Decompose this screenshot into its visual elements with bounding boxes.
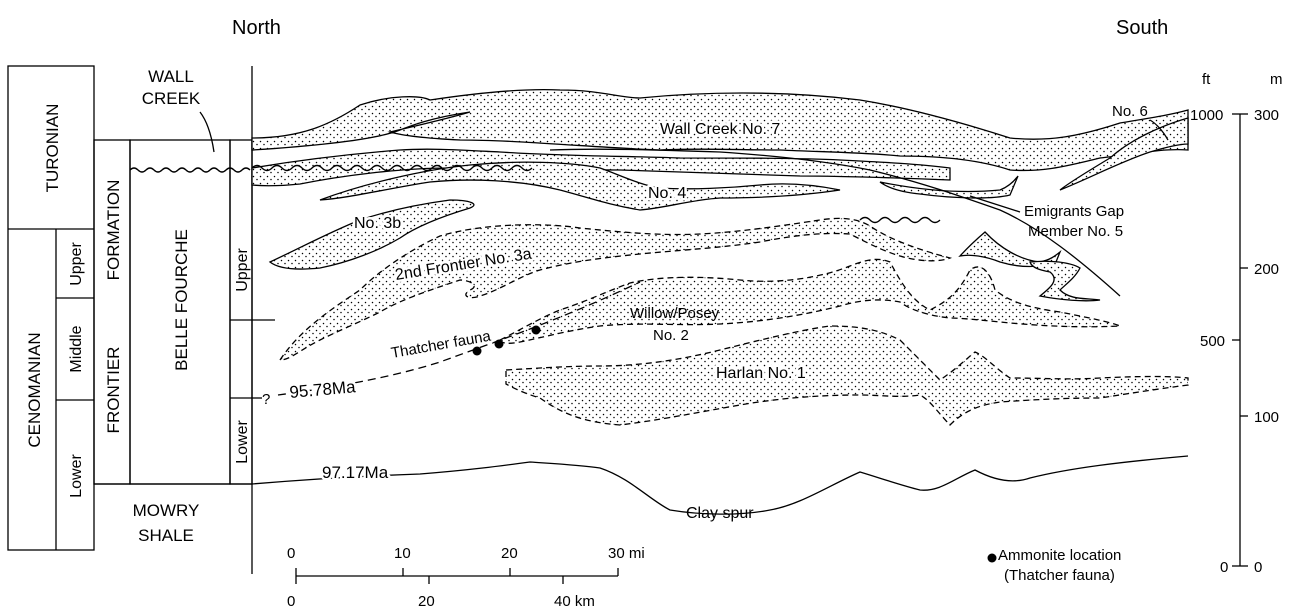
legend: Ammonite location (Thatcher fauna) [987,547,1121,584]
no4-bed [319,161,841,211]
mowry-label-1: MOWRY [133,501,200,520]
clay-spur-label: Clay spur [686,505,754,522]
north-heading: North [232,17,281,39]
willow-posey-label-2: No. 2 [653,327,689,344]
middle-stage-label: Middle [68,325,85,372]
emigrants-gap-bed [879,175,1019,199]
ammonite-point-3 [531,325,541,335]
south-wedge-lower [1029,260,1101,302]
no4-label: No. 4 [648,185,686,202]
no6-label: No. 6 [1112,103,1148,120]
formation-label: FORMATION [104,180,123,281]
harlan-bed [505,325,1189,426]
distance-scale-bar: 0 10 20 30 mi 0 20 40 km [287,545,645,610]
ft-1000: 1000 [1190,107,1223,124]
south-wedge-upper [958,231,1062,268]
wall-creek-7-bed [251,88,1189,172]
wall-creek-7-label: Wall Creek No. 7 [660,121,780,138]
ft-500: 500 [1200,333,1225,350]
frontier-label: FRONTIER [104,347,123,434]
turonian-label: TURONIAN [43,104,62,193]
m-200: 200 [1254,261,1279,278]
age-9717-label: 97.17Ma [322,463,389,482]
m-300: 300 [1254,107,1279,124]
wall-creek-label-2: CREEK [142,89,201,108]
no3b-label: No. 3b [354,215,401,232]
mi-tick-30: 30 mi [608,545,645,562]
upper-stage-label: Upper [68,242,85,286]
mi-tick-10: 10 [394,545,411,562]
frontier-3a-bed [278,217,953,361]
belle-fourche-label: BELLE FOURCHE [172,229,191,371]
bf-upper-label: Upper [234,248,251,292]
mowry-label-2: SHALE [138,526,194,545]
stratigraphic-column: TURONIAN CENOMANIAN Upper Middle Lower F… [7,65,253,574]
south-heading: South [1116,17,1168,39]
ft-0: 0 [1220,559,1228,576]
bf-lower-label: Lower [234,420,251,464]
harlan-label: Harlan No. 1 [716,365,806,382]
thatcher-label: Thatcher fauna [390,328,493,362]
cenomanian-label: CENOMANIAN [25,332,44,447]
m-0: 0 [1254,559,1262,576]
no3b-bed [268,199,475,270]
mi-tick-20: 20 [501,545,518,562]
m-100: 100 [1254,409,1279,426]
age-9578-label: 95.78Ma [289,377,357,402]
lower-stage-label: Lower [68,454,85,498]
legend-line-1: Ammonite location [998,547,1121,564]
thickness-scale: ft m 1000 500 0 300 200 100 0 [1190,71,1283,576]
ammonite-point-2 [494,339,504,349]
mi-tick-0: 0 [287,545,295,562]
legend-line-2: (Thatcher fauna) [1004,567,1115,584]
km-tick-40: 40 km [554,593,595,610]
no6-bed [1059,117,1189,191]
km-tick-20: 20 [418,593,435,610]
willow-posey-bed [499,258,1121,344]
ft-unit: ft [1202,71,1211,88]
wall-creek-label-1: WALL [148,67,194,86]
cross-section-beds [251,88,1189,426]
m-unit: m [1270,71,1283,88]
ammonite-point-1 [472,346,482,356]
willow-posey-label-1: Willow/Posey [630,305,720,322]
age-question-label: ? [262,391,270,408]
emigrants-gap-label-2: Member No. 5 [1028,223,1123,240]
legend-ammonite-dot [987,553,997,563]
km-tick-0: 0 [287,593,295,610]
emigrants-gap-label-1: Emigrants Gap [1024,203,1124,220]
